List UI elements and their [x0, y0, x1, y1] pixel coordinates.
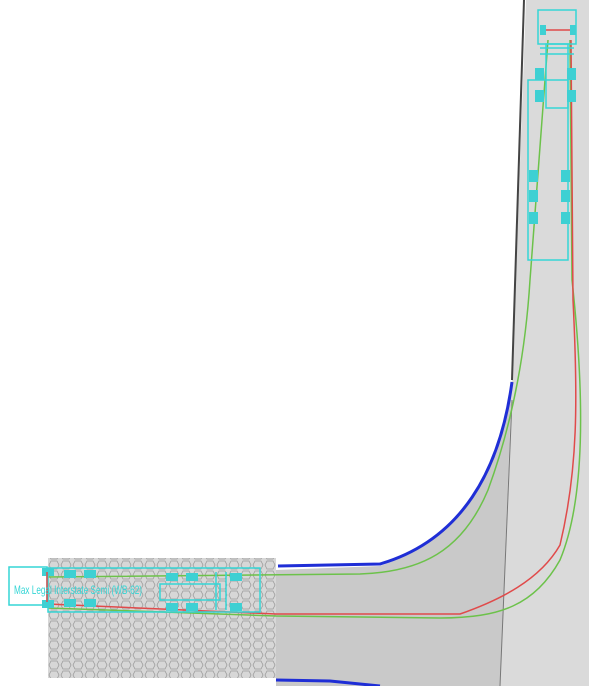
tire-icon: [535, 90, 544, 102]
tire-icon: [84, 599, 96, 607]
trailer-outline: [47, 567, 261, 613]
tire-icon: [42, 568, 54, 576]
tire-icon: [561, 170, 570, 182]
main-road-edge-line: [511, 0, 525, 381]
tire-icon: [540, 25, 546, 35]
vehicle-start-tires: [42, 568, 242, 611]
tire-icon: [64, 570, 76, 578]
tire-icon: [42, 600, 54, 608]
tire-icon: [529, 170, 538, 182]
bottom-curb-line: [275, 678, 381, 686]
tire-icon: [84, 570, 96, 578]
turn-curb-line: [277, 381, 514, 568]
tire-icon: [166, 603, 178, 611]
front-wheel-path-outer: [47, 39, 577, 615]
rear-wheel-path-outer: [47, 39, 582, 619]
turn-area-pavement: [276, 380, 512, 686]
tire-icon: [64, 599, 76, 607]
tractor-frame: [159, 583, 221, 601]
tire-icon: [186, 603, 198, 611]
rear-wheel-path-inner: [47, 39, 549, 578]
tire-icon: [567, 90, 576, 102]
tire-icon: [230, 603, 242, 611]
tire-icon: [230, 573, 242, 581]
tire-icon: [561, 190, 570, 202]
curbs: [275, 0, 525, 686]
tire-icon: [570, 25, 576, 35]
vehicle-label: Max Legal Interstate Semi (WB-62): [14, 583, 142, 597]
vehicle-end-tires: [529, 25, 576, 224]
tire-icon: [529, 212, 538, 224]
tire-icon: [561, 212, 570, 224]
tire-icon: [186, 573, 198, 581]
main-road-right-edge-line: [499, 399, 513, 686]
tire-icon: [529, 190, 538, 202]
swept-paths: [47, 29, 582, 619]
vehicle-start-position: [8, 566, 261, 613]
tire-icon: [567, 68, 576, 80]
tire-icon: [166, 573, 178, 581]
tire-icon: [535, 68, 544, 80]
